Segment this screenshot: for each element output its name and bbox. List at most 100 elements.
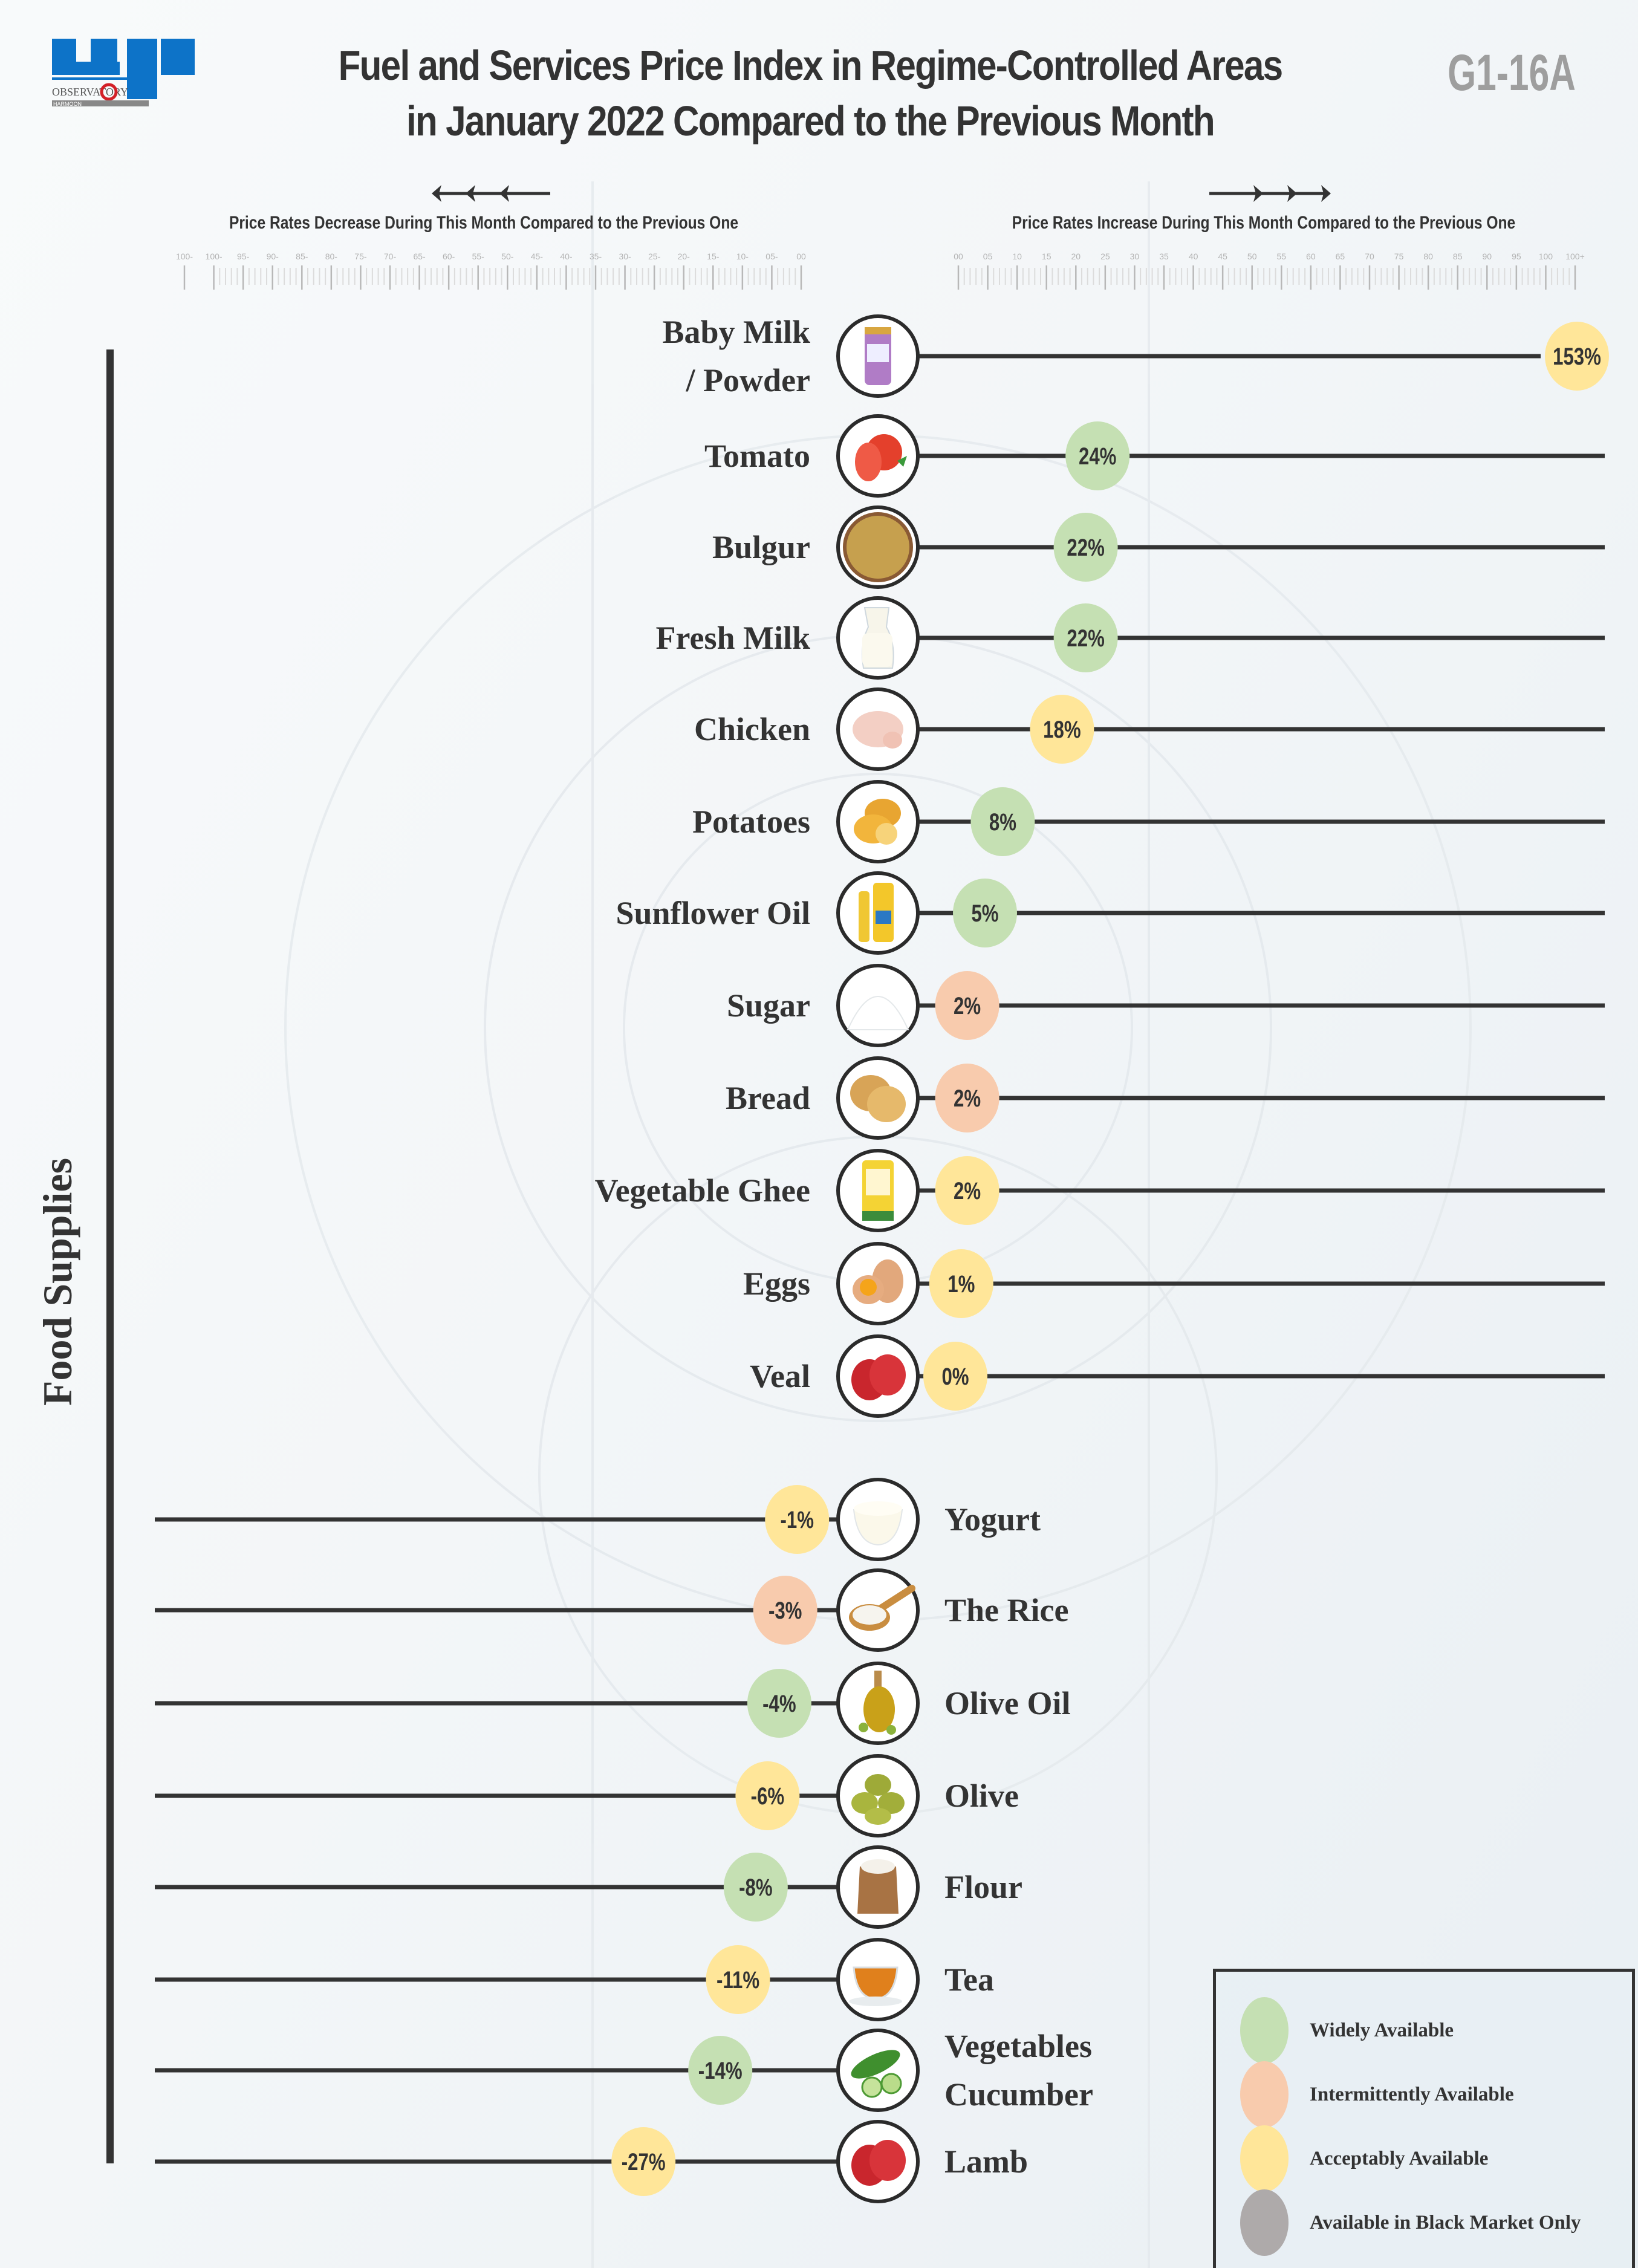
chicken-icon xyxy=(853,711,903,749)
olives-icon xyxy=(851,1774,905,1825)
chart-row-the-rice: -3% xyxy=(155,1568,920,1652)
item-name: Veal xyxy=(749,1358,810,1394)
decrease-label: Price Rates Decrease During This Month C… xyxy=(229,213,739,233)
item-label: Lamb xyxy=(944,2137,1211,2186)
item-name: Sunflower Oil xyxy=(616,895,810,931)
item-label: Tomato xyxy=(423,432,810,480)
item-label: Eggs xyxy=(423,1259,810,1308)
legend-swatch xyxy=(1240,2125,1289,2192)
legend-swatch xyxy=(1240,2061,1289,2128)
tea-cup-icon xyxy=(849,1966,902,2006)
chart-row-sunflower-oil: 5% xyxy=(836,871,1605,955)
value-label: 0% xyxy=(941,1363,969,1390)
item-label: Sugar xyxy=(423,981,810,1030)
legend-label: Available in Black Market Only xyxy=(1310,2211,1581,2234)
page-title: Fuel and Services Price Index in Regime-… xyxy=(311,37,1309,149)
value-label: -27% xyxy=(622,2148,666,2175)
left-ruler-tick-label: 15- xyxy=(707,252,720,261)
item-name: Chicken xyxy=(694,711,810,747)
left-ruler-tick-label: 70- xyxy=(384,252,397,261)
item-label: Bulgur xyxy=(423,523,810,571)
left-ruler-tick-label: 10- xyxy=(736,252,749,261)
meat-icon xyxy=(851,2140,906,2186)
chart-row-potatoes: 8% xyxy=(836,780,1605,863)
item-name: Vegetables xyxy=(944,2028,1092,2064)
item-name: Bread xyxy=(725,1080,810,1116)
item-name: Bulgur xyxy=(712,529,810,565)
left-ruler-tick-label: 40- xyxy=(560,252,573,261)
left-arrows-icon xyxy=(432,185,550,202)
value-badge xyxy=(923,1342,987,1411)
value-badge xyxy=(723,1853,788,1922)
item-name: Lamb xyxy=(944,2143,1029,2180)
sugar-pile-icon xyxy=(847,996,909,1030)
flour-sack-icon xyxy=(857,1859,899,1914)
item-label: Yogurt xyxy=(944,1495,1211,1544)
value-label: 2% xyxy=(954,1177,981,1204)
right-ruler-tick-label: 100 xyxy=(1539,252,1553,261)
chart-row-vegetables: -14% xyxy=(155,2029,920,2112)
right-ruler-tick-label: 55 xyxy=(1276,252,1286,261)
chart-row-baby-milk: 153% xyxy=(836,314,1609,398)
item-label: Olive xyxy=(944,1772,1211,1820)
item-label: Baby Milk / Powder xyxy=(423,308,810,405)
value-label: 22% xyxy=(1067,534,1104,561)
legend-label: Acceptably Available xyxy=(1310,2147,1489,2169)
item-label: Vegetables Cucumber xyxy=(944,2022,1211,2119)
legend-item-acceptably: Acceptably Available xyxy=(1240,2125,1488,2192)
left-ruler-tick-label: 05- xyxy=(765,252,778,261)
item-label: Potatoes xyxy=(423,798,810,846)
left-ruler-tick-label: 100- xyxy=(176,252,193,261)
item-name-line2: Cucumber xyxy=(944,2076,1093,2113)
right-ruler-tick-label: 70 xyxy=(1365,252,1374,261)
item-name: Eggs xyxy=(743,1266,810,1302)
right-ruler-tick-label: 30 xyxy=(1130,252,1140,261)
right-ruler-tick-label: 85 xyxy=(1453,252,1463,261)
right-ruler-tick-label: 45 xyxy=(1218,252,1227,261)
legend-swatch xyxy=(1240,2189,1289,2256)
legend-label: Intermittently Available xyxy=(1310,2083,1514,2105)
chart-row-tea: -11% xyxy=(155,1938,920,2021)
item-label: Olive Oil xyxy=(944,1679,1211,1727)
item-label: Bread xyxy=(423,1074,810,1122)
value-badge xyxy=(747,1669,811,1738)
value-label: 2% xyxy=(954,992,981,1019)
title-line-2: in January 2022 Compared to the Previous… xyxy=(406,97,1215,145)
value-badge xyxy=(935,1156,999,1225)
title-line-1: Fuel and Services Price Index in Regime-… xyxy=(338,42,1284,89)
value-badge xyxy=(1053,513,1118,582)
chart-row-chicken: 18% xyxy=(836,687,1605,771)
increase-label: Price Rates Increase During This Month C… xyxy=(1012,213,1516,233)
chart-code: G1-16A xyxy=(1448,44,1576,101)
bulgur-bowl-icon xyxy=(843,512,913,582)
left-ruler-tick-label: 50- xyxy=(501,252,514,261)
right-ruler-tick-label: 95 xyxy=(1512,252,1521,261)
value-label: 24% xyxy=(1079,443,1116,470)
right-ruler: 00 05 10 15 20 25 30 35 40 45 50 55 60 65 70 75 80 85 90 95… xyxy=(954,252,1585,290)
value-badge xyxy=(611,2127,676,2196)
right-ruler-tick-label: 25 xyxy=(1100,252,1110,261)
value-label: -4% xyxy=(762,1690,796,1717)
chart-row-fresh-milk: 22% xyxy=(836,596,1605,680)
chart-row-bulgur: 22% xyxy=(836,505,1605,589)
item-name: Potatoes xyxy=(692,804,810,840)
item-name: Tomato xyxy=(704,438,810,474)
value-badge xyxy=(1030,695,1094,764)
item-label: Veal xyxy=(423,1352,810,1400)
left-ruler-tick-label: 100- xyxy=(206,252,223,261)
item-name: Sugar xyxy=(726,987,810,1024)
chart-row-lamb: -27% xyxy=(155,2120,920,2203)
cucumber-icon xyxy=(851,2050,902,2098)
tomato-icon xyxy=(855,434,907,481)
right-ruler-tick-label: 100+ xyxy=(1565,252,1585,261)
chart-row-veal: 0% xyxy=(836,1334,1605,1418)
value-badge xyxy=(735,1761,800,1830)
left-ruler: 100- 100- 95- 90- 85- 80- 75- 70- 65- 60- 55- 50- 45… xyxy=(176,252,806,290)
left-ruler-tick-label: 55- xyxy=(472,252,485,261)
value-label: -1% xyxy=(780,1506,813,1533)
chart-row-yogurt: -1% xyxy=(155,1478,920,1561)
value-label: -3% xyxy=(769,1597,802,1624)
right-ruler-tick-label: 50 xyxy=(1247,252,1257,261)
value-badge xyxy=(953,879,1017,947)
value-label: -8% xyxy=(739,1874,772,1901)
